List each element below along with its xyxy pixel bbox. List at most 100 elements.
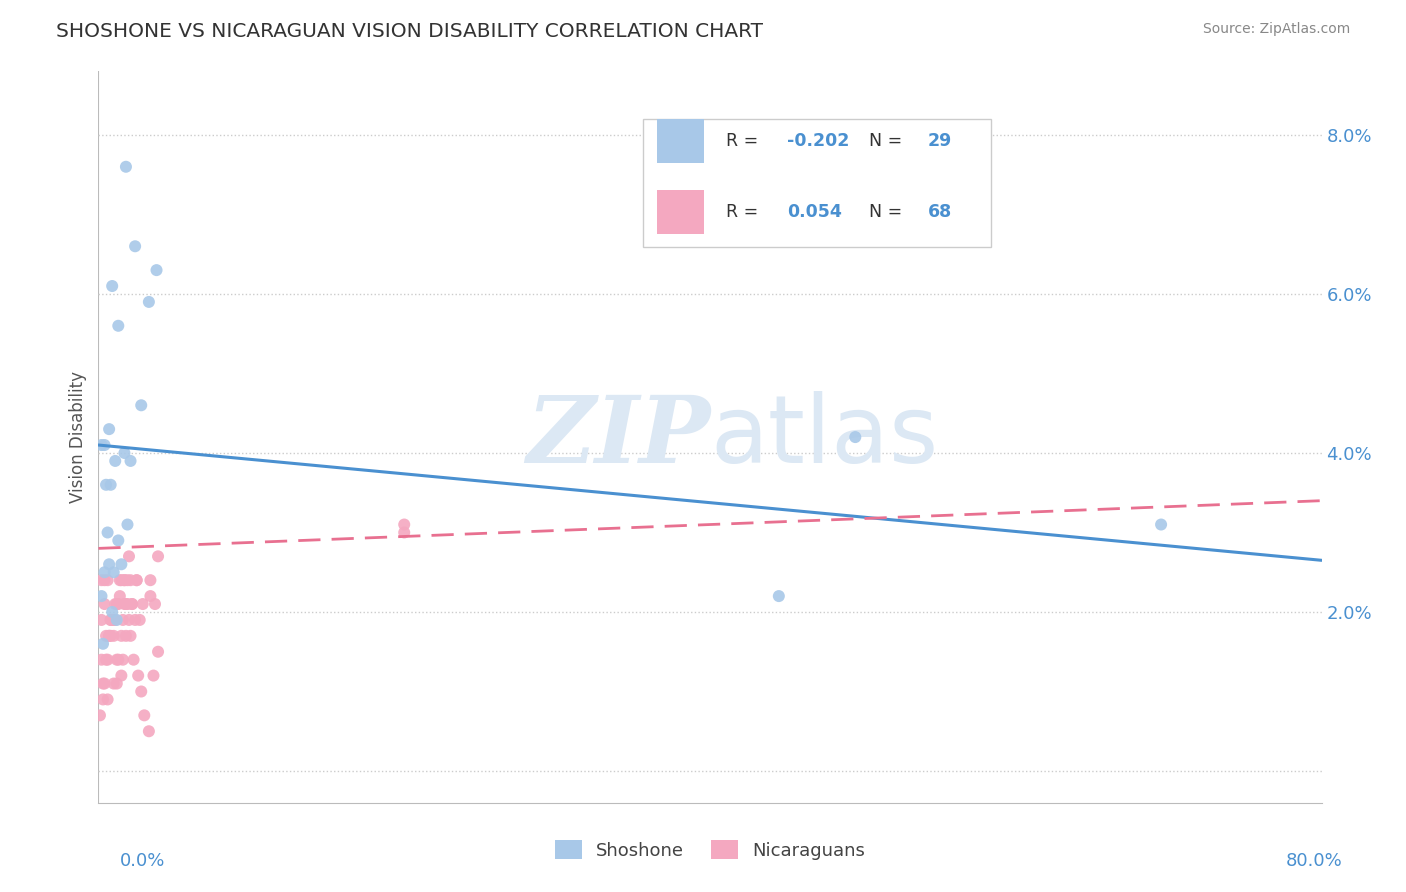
- Point: [132, 597, 155, 611]
- Point: [143, 597, 166, 611]
- Point: [93, 676, 115, 690]
- Point: [103, 566, 125, 580]
- Point: [121, 597, 143, 611]
- Point: [90, 573, 112, 587]
- Point: [392, 525, 416, 540]
- Text: -0.202: -0.202: [787, 132, 849, 150]
- Point: [94, 477, 117, 491]
- Text: atlas: atlas: [710, 391, 938, 483]
- Point: [90, 438, 112, 452]
- Point: [90, 589, 112, 603]
- Point: [139, 573, 162, 587]
- Point: [101, 605, 124, 619]
- Point: [118, 549, 141, 564]
- Point: [97, 573, 120, 587]
- Point: [117, 517, 139, 532]
- Point: [117, 597, 139, 611]
- Point: [115, 629, 138, 643]
- Point: [107, 533, 129, 548]
- Point: [844, 430, 866, 444]
- Point: [115, 597, 138, 611]
- Y-axis label: Vision Disability: Vision Disability: [69, 371, 87, 503]
- Point: [125, 573, 148, 587]
- Point: [110, 558, 132, 572]
- Point: [97, 653, 120, 667]
- Point: [105, 676, 128, 690]
- Point: [107, 318, 129, 333]
- Point: [134, 708, 156, 723]
- Point: [101, 613, 124, 627]
- Point: [112, 573, 135, 587]
- Text: N =: N =: [869, 132, 908, 150]
- Point: [104, 597, 127, 611]
- Point: [146, 549, 169, 564]
- Point: [101, 279, 124, 293]
- Text: R =: R =: [725, 202, 763, 221]
- Point: [105, 597, 128, 611]
- Point: [120, 454, 142, 468]
- Point: [94, 653, 117, 667]
- Point: [91, 637, 114, 651]
- Text: 0.054: 0.054: [787, 202, 842, 221]
- Point: [138, 724, 160, 739]
- Point: [129, 398, 152, 412]
- Point: [112, 573, 135, 587]
- Point: [90, 653, 112, 667]
- Point: [105, 613, 128, 627]
- Point: [117, 573, 139, 587]
- Point: [125, 573, 148, 587]
- Point: [100, 613, 122, 627]
- Point: [97, 525, 120, 540]
- Text: SHOSHONE VS NICARAGUAN VISION DISABILITY CORRELATION CHART: SHOSHONE VS NICARAGUAN VISION DISABILITY…: [56, 22, 763, 41]
- Point: [93, 573, 115, 587]
- Point: [91, 676, 114, 690]
- Text: 80.0%: 80.0%: [1286, 852, 1343, 870]
- Text: N =: N =: [869, 202, 908, 221]
- Bar: [658, 119, 704, 163]
- Point: [105, 653, 128, 667]
- Point: [145, 263, 167, 277]
- Point: [91, 692, 114, 706]
- Text: Source: ZipAtlas.com: Source: ZipAtlas.com: [1202, 22, 1350, 37]
- Point: [103, 613, 125, 627]
- Point: [104, 613, 127, 627]
- Point: [98, 422, 121, 436]
- Point: [111, 613, 134, 627]
- Point: [129, 684, 152, 698]
- Point: [124, 613, 146, 627]
- Point: [1150, 517, 1173, 532]
- Point: [128, 613, 150, 627]
- Point: [97, 692, 120, 706]
- Point: [107, 597, 129, 611]
- Text: 0.0%: 0.0%: [120, 852, 165, 870]
- Point: [94, 629, 117, 643]
- Point: [768, 589, 790, 603]
- Text: ZIP: ZIP: [526, 392, 710, 482]
- Text: 29: 29: [928, 132, 952, 150]
- Point: [138, 294, 160, 309]
- Point: [127, 668, 149, 682]
- Point: [90, 613, 112, 627]
- Point: [103, 629, 125, 643]
- Point: [93, 597, 115, 611]
- Point: [120, 573, 142, 587]
- Point: [93, 566, 115, 580]
- Point: [107, 653, 129, 667]
- Point: [122, 653, 145, 667]
- Point: [146, 645, 169, 659]
- Point: [89, 708, 111, 723]
- Point: [100, 613, 122, 627]
- Point: [108, 573, 131, 587]
- Point: [108, 589, 131, 603]
- Bar: [658, 190, 704, 234]
- Point: [104, 454, 127, 468]
- Point: [100, 629, 122, 643]
- Point: [110, 573, 132, 587]
- Point: [392, 517, 416, 532]
- Legend: Shoshone, Nicaraguans: Shoshone, Nicaraguans: [547, 833, 873, 867]
- Point: [142, 668, 165, 682]
- FancyBboxPatch shape: [643, 119, 991, 247]
- Point: [115, 160, 138, 174]
- Point: [111, 653, 134, 667]
- Point: [110, 668, 132, 682]
